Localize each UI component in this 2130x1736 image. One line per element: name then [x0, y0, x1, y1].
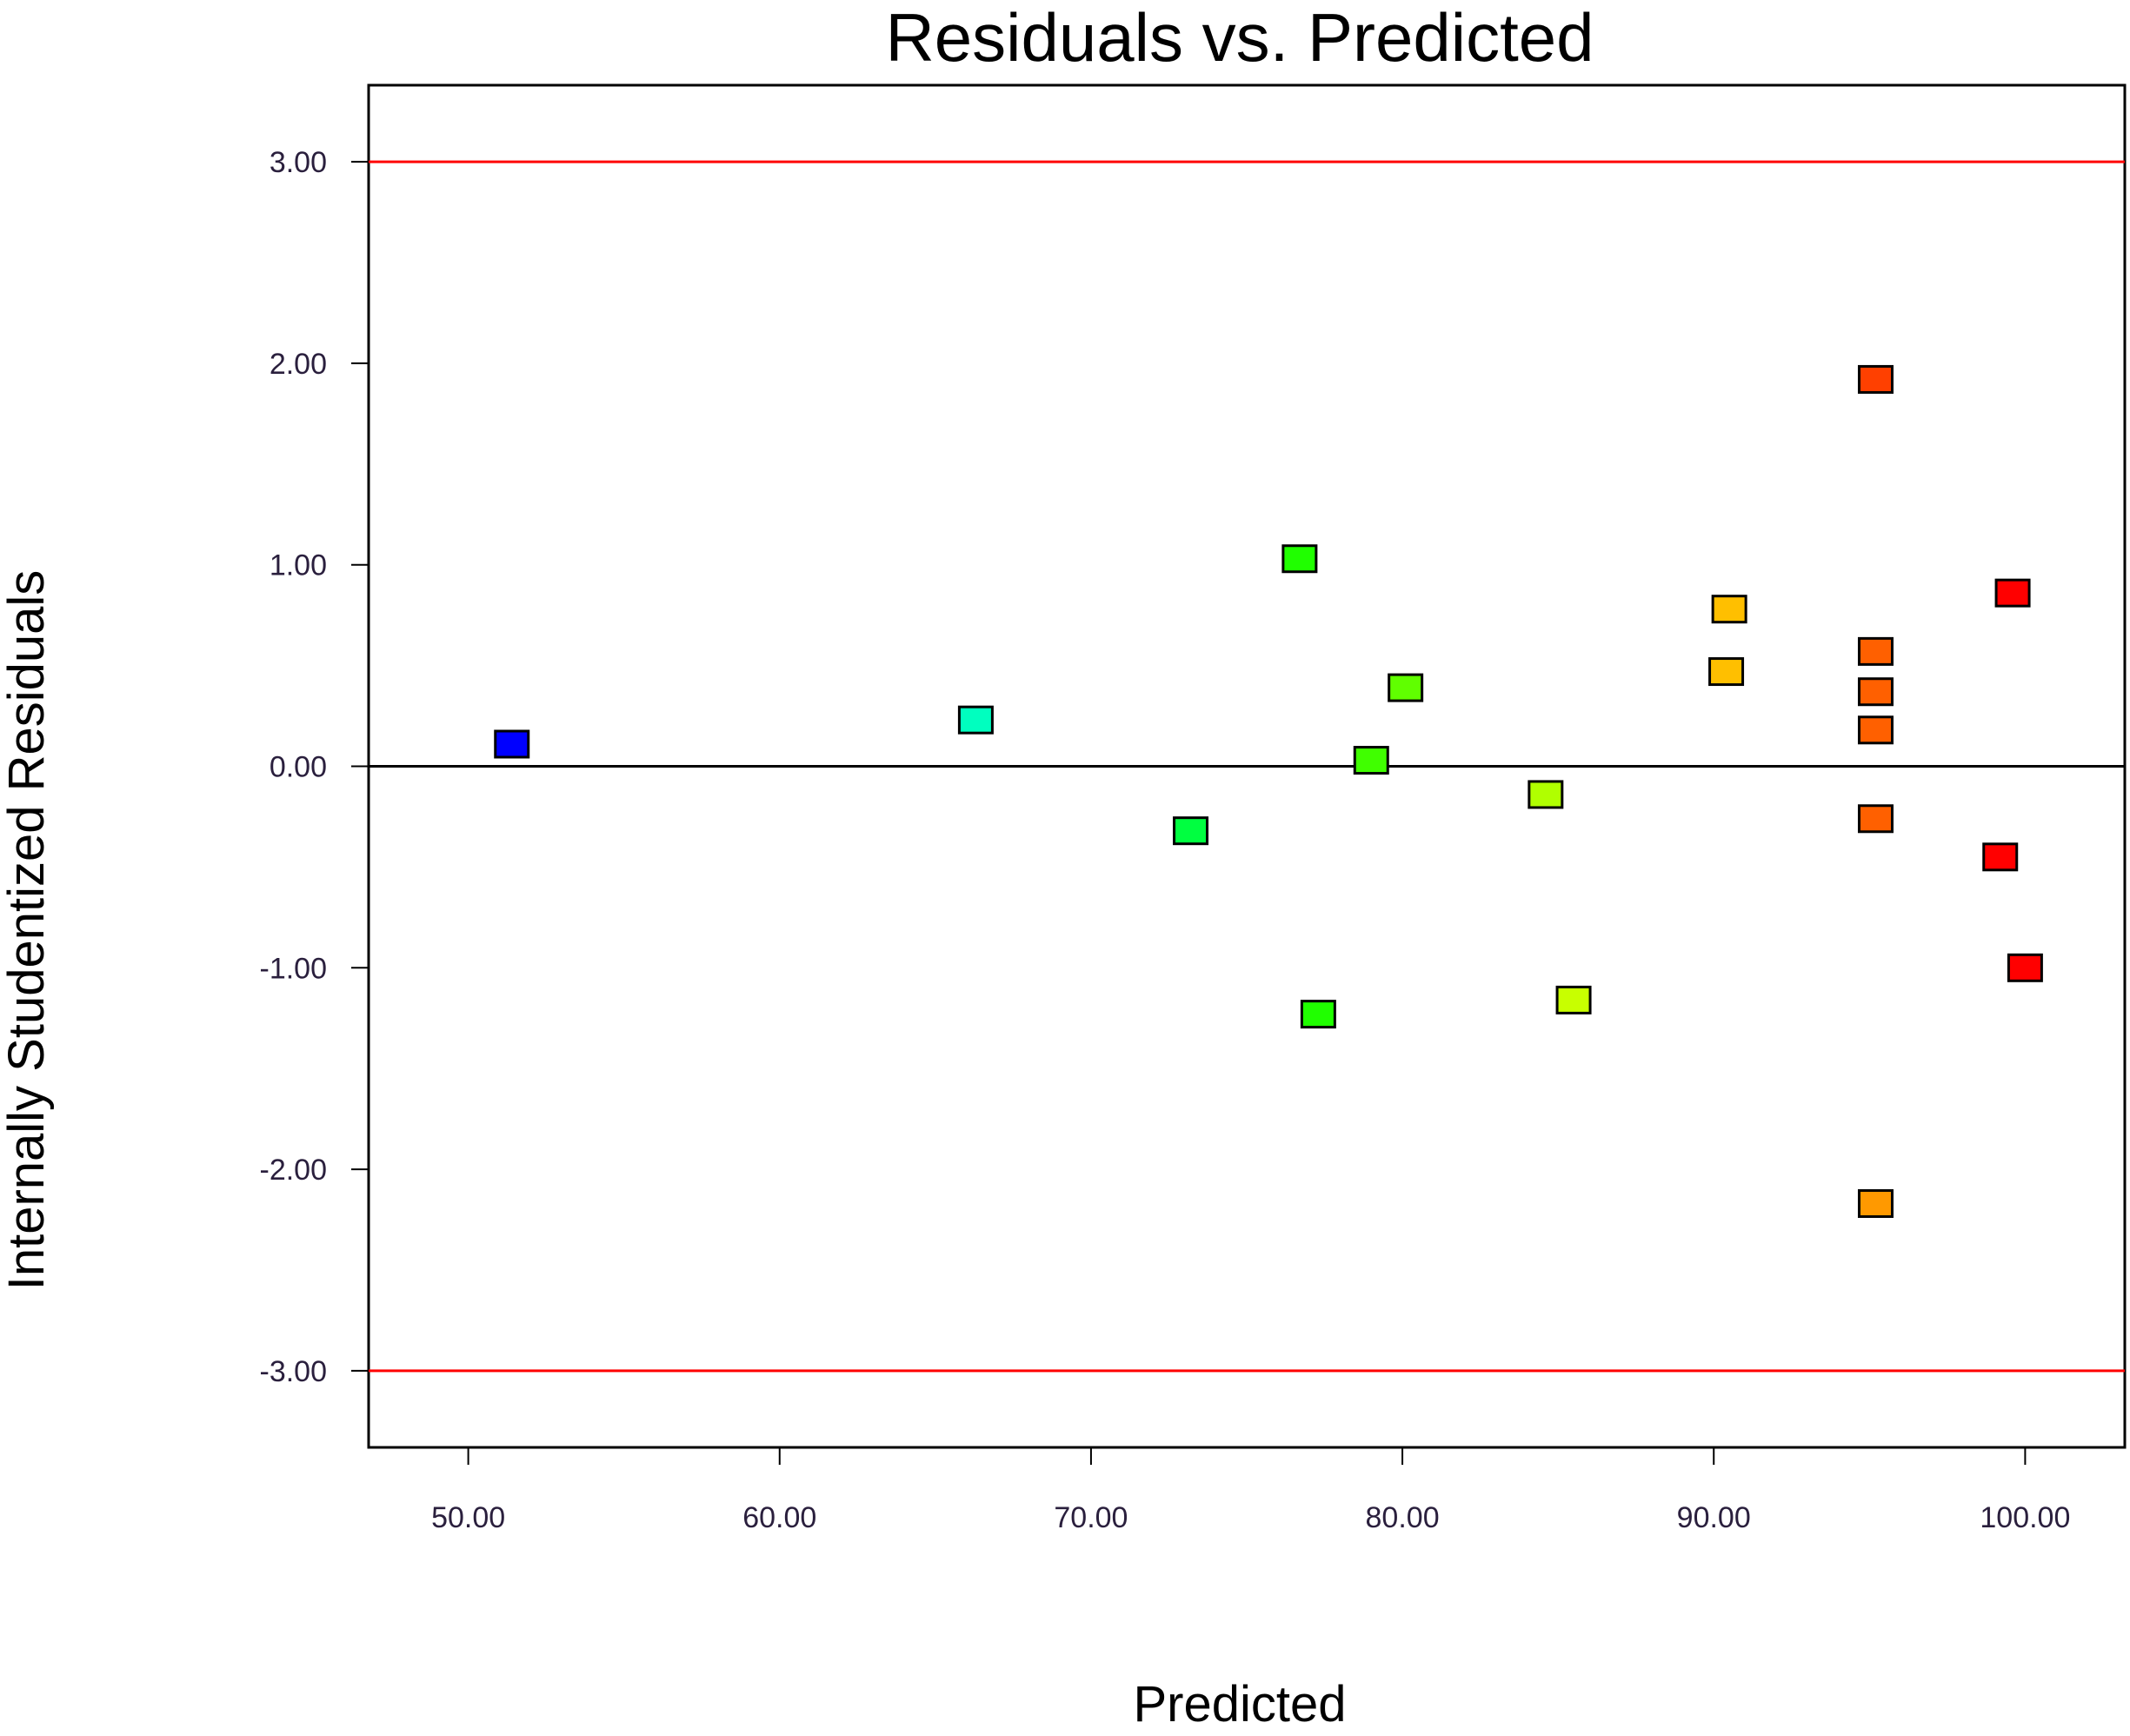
y-tick-label: -2.00 — [260, 1154, 328, 1187]
reference-lines — [369, 160, 2125, 1373]
data-point — [1388, 673, 1424, 702]
data-point — [1857, 364, 1894, 394]
x-axis-ticks: 50.00 60.00 70.00 80.00 90.00 100.00 — [431, 1447, 2070, 1534]
data-points — [494, 364, 2043, 1219]
x-tick-label: 80.00 — [1366, 1501, 1440, 1534]
data-point — [1173, 816, 1209, 846]
x-tick-label: 100.00 — [1980, 1501, 2070, 1534]
data-point — [1300, 1000, 1336, 1029]
y-axis-ticks: 3.00 2.00 1.00 0.00 -1.00 -2.00 -3.00 — [260, 146, 369, 1388]
y-tick-label: 0.00 — [270, 751, 327, 784]
data-point — [1353, 746, 1389, 775]
y-tick-label: 1.00 — [270, 549, 327, 582]
chart-title: Residuals vs. Predicted — [885, 0, 1594, 76]
y-tick-label: -3.00 — [260, 1355, 328, 1388]
x-axis-label: Predicted — [1133, 1676, 1346, 1733]
data-point — [1857, 804, 1894, 834]
data-point — [1857, 1189, 1894, 1219]
x-tick-label: 50.00 — [431, 1501, 505, 1534]
data-point — [1857, 677, 1894, 707]
data-point — [1982, 842, 2019, 872]
data-point — [1857, 636, 1894, 666]
data-point — [494, 729, 530, 759]
data-point — [1857, 715, 1894, 745]
y-tick-label: 2.00 — [270, 348, 327, 381]
data-point — [1555, 985, 1592, 1014]
data-point — [1281, 544, 1318, 574]
x-tick-label: 70.00 — [1054, 1501, 1128, 1534]
data-point — [2007, 953, 2043, 982]
data-point — [1528, 780, 1564, 809]
y-tick-label: 3.00 — [270, 146, 327, 179]
y-axis-label: Internally Studentized Residuals — [0, 570, 55, 1291]
x-tick-label: 60.00 — [742, 1501, 816, 1534]
data-point — [1711, 595, 1747, 624]
data-point — [1708, 657, 1745, 687]
y-tick-label: -1.00 — [260, 952, 328, 985]
x-tick-label: 90.00 — [1677, 1501, 1751, 1534]
data-point — [1994, 578, 2031, 608]
data-point — [957, 705, 994, 735]
